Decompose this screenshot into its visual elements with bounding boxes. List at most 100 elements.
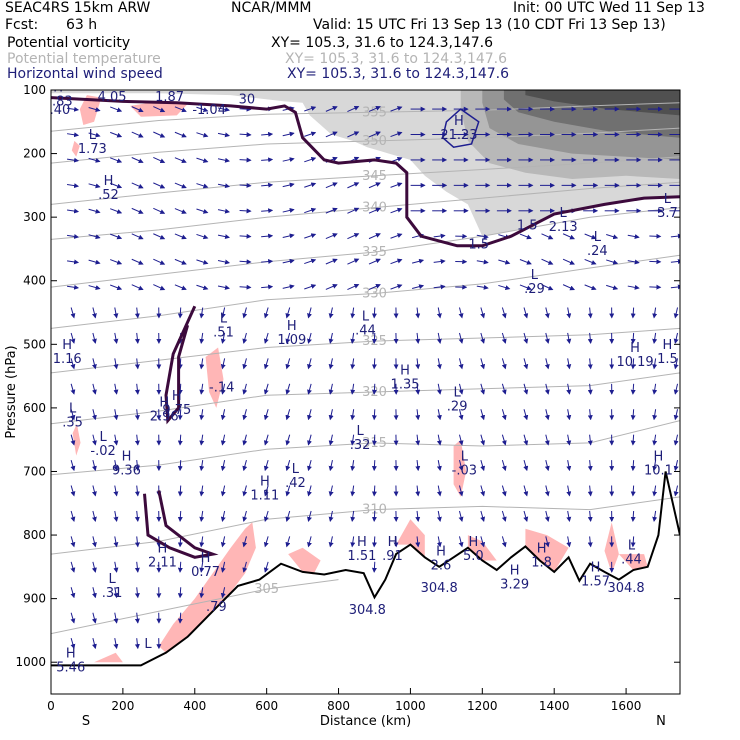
pv-low-shade-8 — [288, 547, 321, 575]
extrema-label-25: H9.75 — [162, 389, 191, 418]
extrema-value-33: 1.11 — [250, 489, 279, 504]
wind-vector-191 — [261, 131, 274, 137]
wind-vector-148 — [199, 536, 205, 548]
wind-vector-433 — [544, 307, 550, 319]
wind-vector-249 — [325, 207, 338, 214]
init-time: Init: 00 UTC Wed 11 Sep 13 — [513, 0, 705, 16]
wind-vector-279 — [350, 510, 356, 522]
wind-vector-406 — [501, 510, 507, 522]
wind-vector-13 — [70, 434, 76, 446]
wind-vector-211 — [282, 157, 295, 163]
extrema-label-41: H1.8 — [531, 541, 552, 570]
wind-vector-349 — [436, 434, 442, 446]
extrema-label-4: -1.04 — [192, 103, 226, 118]
wind-vector-474 — [587, 434, 593, 446]
wind-vector-253 — [328, 307, 334, 319]
pv-low-shade-0 — [79, 95, 102, 125]
extrema-value-40: 5.0 — [463, 549, 484, 564]
wind-vector-387 — [480, 485, 486, 497]
extrema-label-29: L-.03 — [452, 449, 477, 478]
wind-vector-226 — [285, 536, 291, 548]
wind-vector-52 — [113, 307, 119, 319]
extrema-value-6: 1.73 — [78, 142, 107, 157]
wind-vector-299 — [371, 561, 377, 573]
wind-vector-187 — [242, 510, 248, 522]
wind-vector-423 — [523, 485, 529, 497]
wind-vector-432 — [541, 284, 554, 291]
wind-vector-287 — [368, 258, 381, 265]
terrain-line — [51, 471, 680, 667]
extrema-value-39: 2.6 — [431, 559, 452, 574]
extrema-value-49: 304.8 — [607, 581, 644, 596]
extrema-kind-7: H — [104, 174, 114, 189]
wind-vector-91 — [153, 182, 166, 189]
wind-vector-388 — [480, 510, 486, 522]
wind-vector-16 — [70, 510, 76, 522]
wind-vector-386 — [480, 459, 486, 472]
wind-vector-167 — [220, 510, 226, 522]
extrema-label-19: H10.19 — [616, 341, 653, 370]
center-name: NCAR/MMM — [231, 0, 312, 16]
wind-vector-307 — [390, 284, 403, 290]
wind-vector-14 — [70, 459, 76, 472]
wind-vector-333 — [415, 485, 421, 497]
extrema-value-23: .29 — [447, 400, 468, 415]
extrema-label-9: 1.5 — [468, 238, 489, 253]
wind-vector-222 — [285, 434, 291, 446]
wind-vector-544 — [673, 383, 679, 395]
wind-vector-147 — [199, 510, 205, 522]
wind-vector-466 — [584, 233, 597, 240]
extrema-label-35: H0.77 — [191, 551, 220, 580]
wind-vector-272 — [350, 332, 356, 344]
wind-vector-508 — [630, 358, 636, 370]
wind-vector-456 — [566, 434, 572, 446]
extrema-value-30: 9.36 — [112, 463, 141, 478]
wind-vector-468 — [584, 284, 597, 291]
wind-vector-327 — [415, 332, 421, 344]
wind-vector-469 — [587, 307, 593, 319]
wind-vector-414 — [519, 259, 532, 265]
pv-low-shade-3 — [205, 347, 224, 408]
y-tick-label-100: 100 — [23, 83, 46, 97]
extrema-label-22: H1.35 — [391, 363, 420, 392]
wind-vector-244 — [307, 536, 312, 548]
wind-vector-345 — [436, 332, 442, 344]
wind-vector-29 — [88, 285, 101, 290]
wind-vector-334 — [415, 510, 421, 522]
wind-vector-460 — [566, 536, 572, 548]
wind-vector-401 — [501, 383, 507, 395]
pv-low-shade-6 — [158, 522, 256, 653]
wind-vector-383 — [480, 383, 486, 395]
wind-vector-24 — [88, 157, 101, 163]
extrema-kind-18: H — [62, 338, 72, 353]
wind-vector-402 — [501, 409, 507, 421]
extrema-kind-6: L — [89, 128, 97, 143]
extrema-value-8: 21.23 — [440, 128, 477, 143]
field-name-wind: Horizontal wind speed — [7, 66, 163, 82]
wind-vector-26 — [88, 208, 101, 214]
extrema-label-30: H9.36 — [112, 449, 141, 478]
extrema-label-36: L.31 — [102, 572, 123, 601]
extrema-kind-20: H — [663, 338, 673, 353]
wind-vector-348 — [436, 409, 442, 421]
endpoint-left-label: S — [82, 714, 90, 729]
wind-vector-248 — [325, 182, 338, 189]
wind-vector-257 — [328, 409, 334, 421]
wind-vector-232 — [304, 233, 317, 239]
wind-vector-540 — [670, 284, 680, 290]
extrema-value-15: .51 — [213, 325, 234, 340]
wind-vector-246 — [325, 131, 338, 138]
wind-vector-62 — [113, 561, 119, 573]
pv-1p5-contour-2 — [143, 490, 219, 559]
pv-low-shade-2 — [71, 140, 80, 157]
wind-vector-397 — [498, 284, 511, 290]
wind-vector-324 — [411, 258, 425, 264]
wind-vector-188 — [242, 536, 248, 548]
wind-vector-151 — [217, 106, 231, 112]
wind-vector-437 — [544, 409, 550, 421]
wind-vector-206 — [263, 510, 269, 522]
wind-vector-58 — [113, 460, 119, 472]
wind-vector-531 — [652, 485, 658, 497]
wind-vector-370 — [458, 510, 464, 522]
